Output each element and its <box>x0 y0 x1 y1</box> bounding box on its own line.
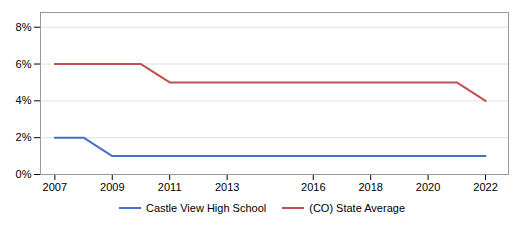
svg-text:2007: 2007 <box>43 181 67 193</box>
svg-text:2018: 2018 <box>358 181 382 193</box>
svg-text:2013: 2013 <box>215 181 239 193</box>
svg-text:2%: 2% <box>16 131 32 143</box>
svg-text:6%: 6% <box>16 58 32 70</box>
svg-text:4%: 4% <box>16 94 32 106</box>
svg-text:8%: 8% <box>16 21 32 33</box>
svg-text:2011: 2011 <box>158 181 182 193</box>
html-text:(CO) State Average: (CO) State Average <box>309 202 405 214</box>
svg-text:2009: 2009 <box>100 181 124 193</box>
svg-text:0%: 0% <box>16 168 32 180</box>
svg-text:2020: 2020 <box>416 181 440 193</box>
html-text:Castle View High School: Castle View High School <box>146 202 267 214</box>
svg-text:2016: 2016 <box>301 181 325 193</box>
svg-text:2022: 2022 <box>473 181 497 193</box>
